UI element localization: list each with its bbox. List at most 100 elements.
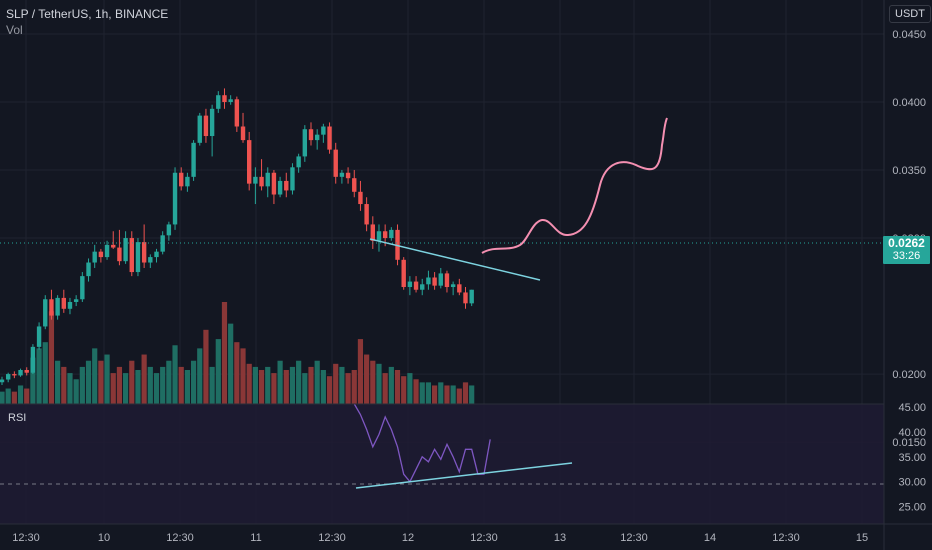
volume-bar [11,391,17,404]
volume-bar [24,388,30,404]
candle-body [18,369,23,376]
volume-bar [271,373,277,404]
volume-bar [123,373,129,404]
candle-body [43,299,48,327]
volume-bar [79,366,85,404]
candle-body [98,251,104,258]
volume-bar [444,385,450,404]
rsi-tick-label: 40.00 [898,427,926,439]
volume-bar [419,382,425,404]
volume-bar [320,370,326,404]
volume-bar [5,388,11,404]
candle-body [413,281,419,290]
volume-bar [376,363,382,404]
candle-body [277,180,283,195]
candle-body [104,244,110,258]
candle-body [284,180,289,191]
candle-body [426,277,431,285]
candle-body [154,251,159,258]
volume-bar [456,388,462,404]
time-tick-label: 11 [250,532,261,544]
volume-bar [221,302,228,404]
volume-bar [240,348,246,404]
time-tick-label: 12:30 [12,532,40,544]
volume-label[interactable]: Vol [6,23,23,37]
volume-bar [283,370,289,404]
candle-body [123,238,128,262]
volume-bar [30,357,36,404]
volume-bar [277,360,283,404]
time-tick-label: 10 [98,532,110,544]
price-tick-label: 0.0400 [892,97,926,109]
candle-body [209,108,215,137]
last-price-value: 0.0262 [888,236,925,250]
candle-body [382,231,388,239]
price-trendline[interactable] [369,238,541,281]
time-tick-label: 12:30 [166,532,194,544]
projection-curve[interactable] [481,117,668,254]
candle-body [73,299,79,302]
candle-body [463,292,468,304]
candle-body [407,281,413,288]
candle-body [129,238,134,273]
rsi-tick-label: 25.00 [898,502,926,514]
candle-body [160,235,165,252]
candle-body [191,142,196,177]
candle-body [172,172,178,225]
volume-bar [388,366,394,404]
candle-body [5,374,11,380]
volume-bar [407,373,413,404]
price-tick-label: 0.0150 [892,437,926,449]
rsi-tick-label: 45.00 [898,402,926,414]
candle-body [302,129,308,157]
rsi-label[interactable]: RSI [8,412,27,424]
candle-body [30,346,36,373]
candle-body [234,99,240,127]
volume-bar [252,366,258,404]
rsi-line [353,403,491,483]
time-tick-label: 12:30 [318,532,346,544]
rsi-trendline[interactable] [355,462,573,489]
volume-bar [55,360,61,404]
price-tick-label: 0.0450 [892,29,926,41]
volume-bar [401,376,407,404]
candle-body [314,134,320,141]
rsi-series [353,403,491,483]
candle-body [271,172,277,195]
candle-body [55,297,60,316]
candle-body [444,273,450,288]
candle-body [61,297,66,309]
time-axis[interactable]: 12:30 10 12:30 11 12:30 12 12:30 13 12:30 14 12:30… [12,532,868,544]
volume-bar [432,385,438,404]
volume-bar [314,360,320,404]
candle-body [111,244,116,248]
candle-body [469,289,474,304]
symbol-title[interactable]: SLP / TetherUS, 1h, BINANCE [6,7,169,21]
candle-body [339,172,345,177]
volume-bar [73,379,79,404]
volume-bar [48,311,55,404]
time-tick-label: 12:30 [470,532,498,544]
candle-body [358,191,363,205]
bar-countdown: 33:26 [892,250,921,262]
volume-bar [184,370,190,404]
currency-badge[interactable]: USDT [889,5,931,23]
candle-body [222,95,227,103]
volume-bar [215,339,221,404]
volume-bar [36,348,42,404]
candle-body [308,129,314,141]
volume-bars [0,302,475,404]
candle-body [240,126,246,141]
candle-body [420,284,425,290]
candle-body [185,176,190,187]
rsi-axis[interactable]: 45.00 40.00 35.00 30.00 25.00 [898,402,926,514]
volume-bar [339,366,345,404]
volume-bar [333,363,339,404]
volume-bar [351,370,357,404]
candle-body [401,259,406,288]
candle-body [389,229,394,239]
volume-bar [0,391,5,404]
volume-bar [116,366,123,404]
volume-bar [61,366,67,404]
